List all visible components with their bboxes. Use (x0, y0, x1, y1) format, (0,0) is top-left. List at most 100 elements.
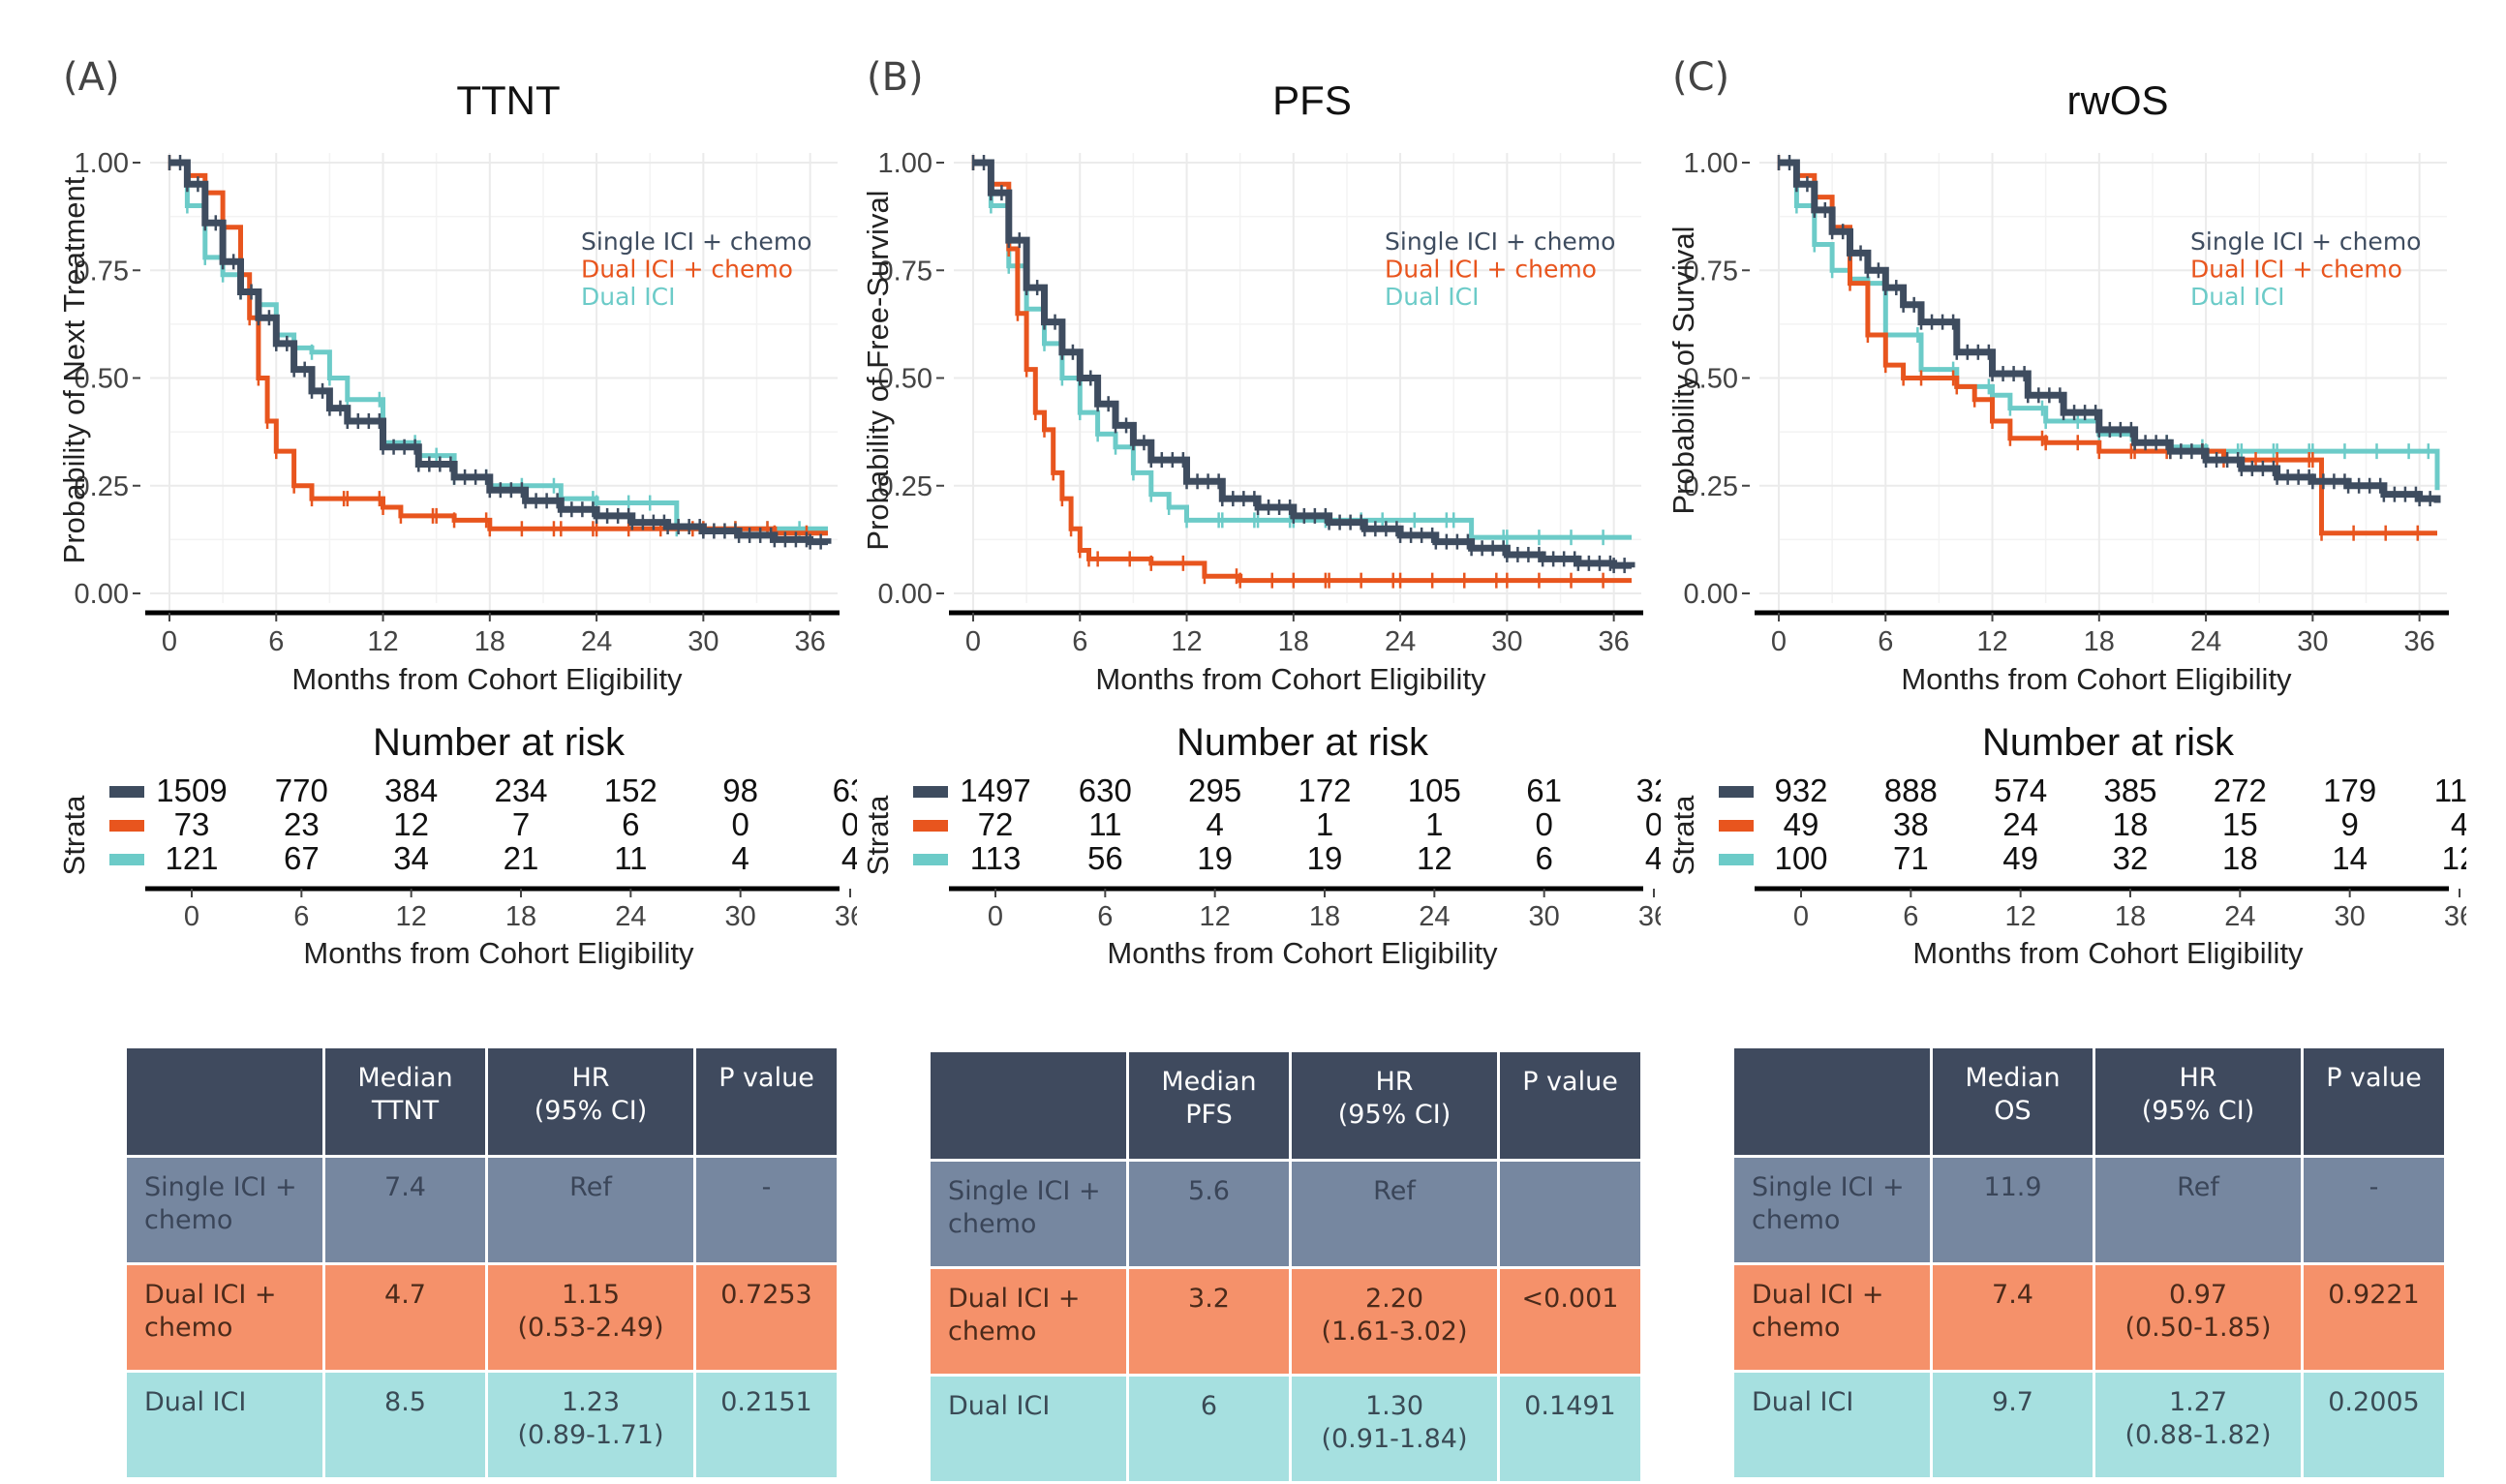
x-tick-label: 12 (367, 626, 398, 657)
x-tick-label: 6 (1903, 901, 1918, 932)
risk-count: 9 (2340, 806, 2358, 842)
risk-count: 12 (2442, 840, 2466, 876)
cell-hr: 1.30 (0.91-1.84) (1289, 1374, 1500, 1484)
x-tick-label: 6 (1097, 901, 1113, 932)
x-tick-label: 30 (2297, 626, 2328, 657)
x-tick-label: 18 (474, 626, 505, 657)
stats-table-wrap: Median TTNT HR (95% CI) P value Single ICI + c… (124, 1045, 840, 1480)
x-axis-label: Months from Cohort Eligibility (1912, 936, 2304, 970)
risk-count: 630 (1079, 772, 1132, 808)
risk-count: 11 (1088, 806, 1121, 842)
x-tick-label: 18 (505, 901, 536, 932)
y-tick-label: 0.00 (878, 579, 932, 610)
x-tick-label: 30 (2335, 901, 2366, 932)
cell-median: 4.7 (322, 1262, 488, 1373)
cell-p-value: 0.1491 (1497, 1374, 1643, 1484)
x-tick-label: 0 (1793, 901, 1809, 932)
x-tick-label: 30 (1491, 626, 1522, 657)
cell-p-value: - (693, 1155, 840, 1265)
risk-count: 98 (722, 772, 758, 808)
x-tick-label: 36 (794, 626, 825, 657)
cell-p-value: 0.2005 (2301, 1370, 2447, 1480)
legend-entry: Dual ICI + chemo (2190, 256, 2402, 284)
risk-count: 152 (604, 772, 657, 808)
panel-pfs: (B) PFS 0.00 0.25 0.50 0.75 1.00 0 6 12 18 24 30 36 Mo… (857, 0, 1661, 1484)
x-tick-label: 24 (2224, 901, 2255, 932)
risk-count: 1497 (960, 772, 1030, 808)
km-curve-dual-ici (169, 160, 828, 531)
y-tick-label: 0.75 (75, 256, 129, 287)
panel-letter: (A) (63, 55, 120, 100)
table-row: Dual ICI 9.7 1.27 (0.88-1.82) 0.2005 (1731, 1370, 2447, 1480)
x-tick-label: 0 (988, 901, 1003, 932)
cell-median: 6 (1126, 1374, 1292, 1484)
risk-count: 770 (275, 772, 328, 808)
x-tick-label: 18 (1278, 626, 1309, 657)
cell-group: Dual ICI + chemo (928, 1266, 1129, 1377)
cell-median: 9.7 (1930, 1370, 2095, 1480)
header-hr: HR (95% CI) (485, 1045, 696, 1158)
table-row: Single ICI + chemo 5.6 Ref (928, 1159, 1643, 1269)
risk-count: 12 (393, 806, 429, 842)
stats-table: Median PFS HR (95% CI) P value Single ICI + ch… (928, 1049, 1643, 1484)
risk-count: 4 (841, 840, 857, 876)
x-tick-label: 24 (581, 626, 612, 657)
km-curve-dual-ici-chemo (169, 160, 828, 536)
risk-count: 18 (2113, 806, 2149, 842)
header-median: Median PFS (1126, 1049, 1292, 1162)
x-tick-label: 36 (835, 901, 857, 932)
header-hr: HR (95% CI) (1289, 1049, 1500, 1162)
cell-p-value: 0.9221 (2301, 1262, 2447, 1373)
legend-entry: Dual ICI + chemo (581, 256, 793, 284)
risk-count: 1 (1425, 806, 1443, 842)
km-plot: (C) rwOS 0.00 0.25 0.50 0.75 1.00 0 6 12 18 24 30 36 M… (1666, 55, 2449, 696)
header-blank (1731, 1045, 1933, 1158)
risk-count: 19 (1307, 840, 1343, 876)
risk-count: 18 (2222, 840, 2258, 876)
risk-count: 113 (970, 840, 1022, 876)
x-tick-label: 30 (688, 626, 718, 657)
risk-count: 932 (1774, 772, 1827, 808)
risk-count: 67 (284, 840, 320, 876)
x-axis-label: Months from Cohort Eligibility (1901, 662, 2292, 696)
table-row: Dual ICI + chemo 4.7 1.15 (0.53-2.49) 0.7253 (124, 1262, 840, 1373)
risk-count: 14 (2332, 840, 2368, 876)
risk-count: 121 (165, 840, 218, 876)
cell-group: Single ICI + chemo (124, 1155, 325, 1265)
chart-title: TTNT (456, 77, 560, 123)
x-tick-label: 6 (293, 901, 309, 932)
risk-count: 73 (174, 806, 210, 842)
header-p-value: P value (2301, 1045, 2447, 1158)
panel-letter: (C) (1672, 55, 1729, 100)
cell-group: Dual ICI (124, 1370, 325, 1480)
x-tick-label: 12 (1200, 901, 1231, 932)
cell-median: 8.5 (322, 1370, 488, 1480)
risk-count: 21 (504, 840, 539, 876)
y-tick-label: 0.75 (1684, 256, 1738, 287)
y-tick-label: 0.25 (75, 471, 129, 502)
y-tick-label: 0.00 (75, 579, 129, 610)
panel-letter: (B) (867, 55, 924, 100)
risk-count: 172 (1298, 772, 1351, 808)
y-tick-label: 0.50 (1684, 364, 1738, 395)
cell-group: Dual ICI + chemo (124, 1262, 325, 1373)
y-tick-label: 0.00 (1684, 579, 1738, 610)
cell-hr: 1.23 (0.89-1.71) (485, 1370, 696, 1480)
risk-count: 71 (1893, 840, 1929, 876)
censor-marks (1777, 155, 2431, 507)
km-curve-dual-ici (1779, 160, 2440, 491)
cell-hr: 2.20 (1.61-3.02) (1289, 1266, 1500, 1377)
risk-count: 72 (978, 806, 1014, 842)
cell-median: 11.9 (1930, 1155, 2095, 1265)
legend-entry: Single ICI + chemo (581, 227, 811, 256)
censor-marks (1777, 155, 2430, 460)
risk-count: 888 (1884, 772, 1938, 808)
y-tick-label: 1.00 (1684, 148, 1738, 179)
y-tick-label: 0.25 (878, 471, 932, 502)
y-tick-label: 0.75 (878, 256, 932, 287)
table-header-row: Median PFS HR (95% CI) P value (928, 1049, 1643, 1162)
chart-title: rwOS (2067, 77, 2169, 123)
stats-table-wrap: Median PFS HR (95% CI) P value Single ICI + ch… (928, 1049, 1643, 1484)
cell-p-value: 0.7253 (693, 1262, 840, 1373)
x-tick-label: 18 (2115, 901, 2146, 932)
